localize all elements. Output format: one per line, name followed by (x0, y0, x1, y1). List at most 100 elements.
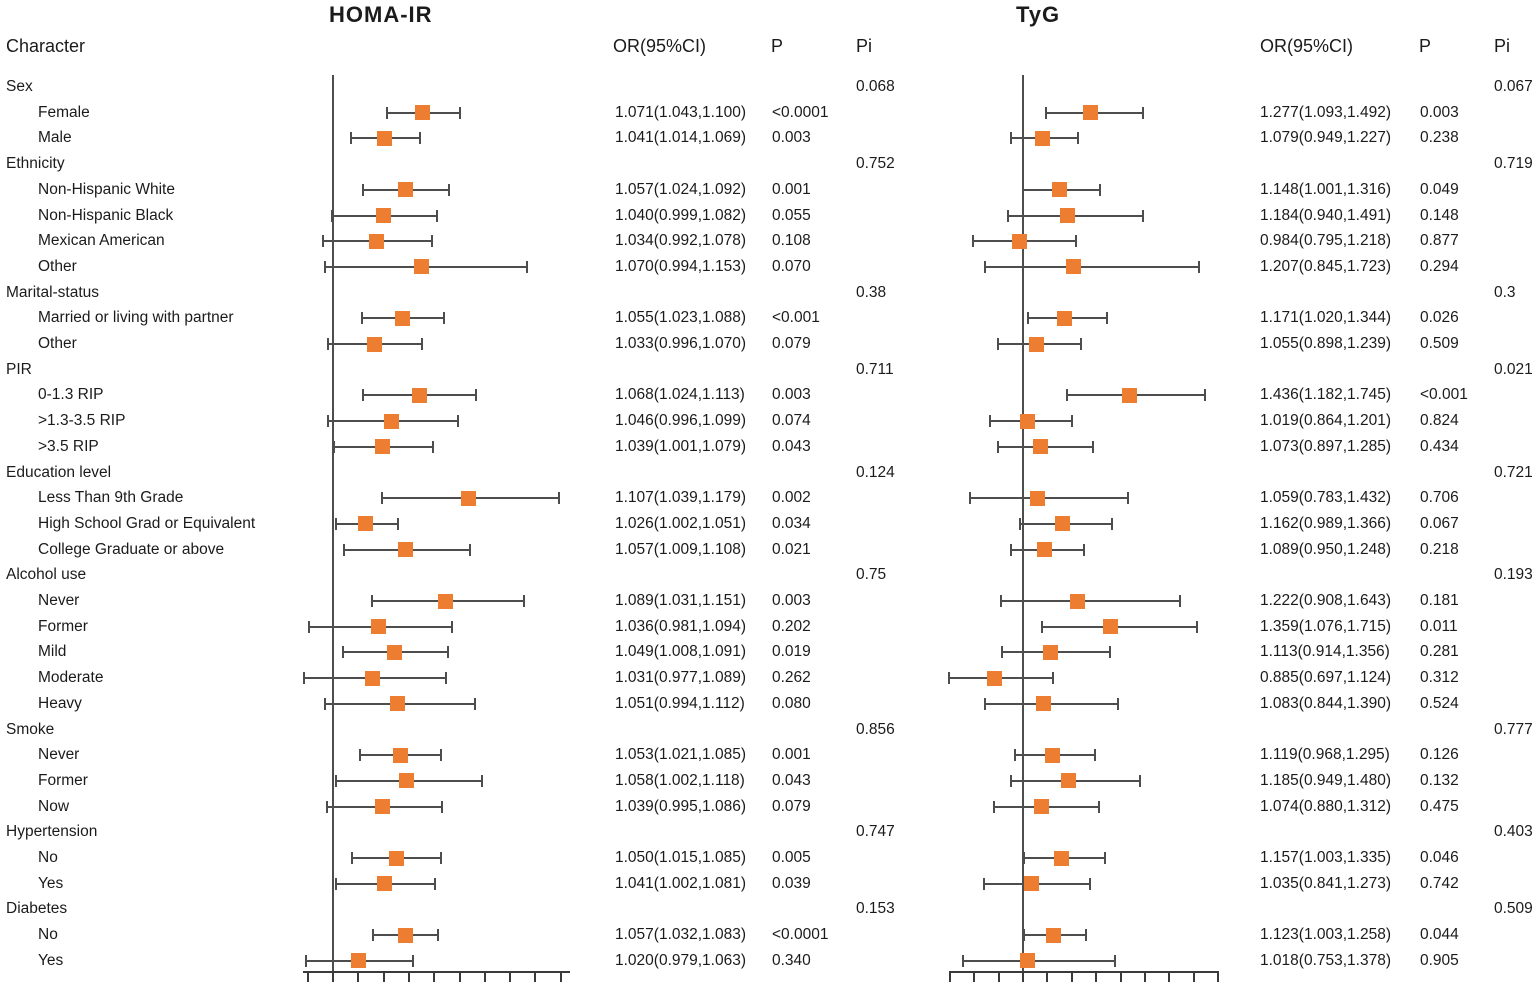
ci-cap-low (361, 312, 364, 325)
or-ci-value: 1.148(1.001,1.316) (1260, 180, 1391, 198)
p-value: 0.181 (1420, 592, 1459, 609)
or-marker (1029, 490, 1045, 506)
row-label: Former (38, 771, 88, 789)
x-axis-tick (1046, 971, 1049, 982)
ci-cap-high (1198, 260, 1201, 273)
ci-cap-low (948, 672, 951, 685)
or-ci-value: 1.055(0.898,1.239) (1260, 335, 1391, 352)
group-label: Hypertension (6, 823, 98, 841)
ci-cap-low (307, 620, 310, 633)
group-label: Smoke (6, 720, 55, 738)
pi-value: 0.403 (1494, 823, 1533, 841)
or-marker (1045, 927, 1061, 943)
ci-cap-low (1009, 543, 1012, 556)
ci-cap-low (326, 415, 329, 428)
ci-cap-high (439, 749, 442, 762)
pi-value: 0.752 (856, 155, 895, 173)
or-ci-value: 1.033(0.996,1.070) (615, 335, 746, 352)
ci-cap-low (997, 338, 1000, 350)
p-value: 0.043 (772, 437, 811, 455)
ci-cap-high (1088, 877, 1091, 890)
or-ci-value: 1.068(1.024,1.113) (615, 386, 745, 404)
pi-value: 0.856 (856, 720, 895, 738)
or-marker (397, 542, 413, 558)
p-value: 0.019 (772, 643, 811, 661)
row-label: >1.3-3.5 RIP (38, 412, 126, 430)
p-value: 0.079 (772, 797, 811, 815)
group-label: Education level (6, 463, 112, 481)
ci-cap-high (1178, 595, 1181, 607)
p-value: 0.003 (772, 386, 811, 404)
or-ci-value: 1.359(1.076,1.715) (1260, 617, 1391, 635)
p-value: 0.003 (1420, 103, 1459, 121)
ci-cap-low (996, 440, 999, 453)
or-marker (987, 670, 1003, 686)
ci-cap-low (999, 595, 1002, 607)
ci-whisker (1000, 600, 1180, 602)
or-ci-value: 0.885(0.697,1.124) (1260, 669, 1391, 687)
or-marker (377, 130, 393, 146)
x-axis-tick (332, 971, 334, 982)
ci-cap-low (1026, 312, 1029, 325)
ci-cap-high (458, 106, 461, 119)
row-label: No (38, 926, 58, 944)
or-marker (377, 876, 393, 892)
ci-cap-low (1001, 646, 1004, 659)
ci-cap-high (1071, 415, 1074, 428)
or-marker (1060, 773, 1076, 789)
or-ci-value: 1.058(1.002,1.118) (615, 771, 745, 789)
ci-whisker (1008, 214, 1143, 217)
or-marker (1020, 413, 1036, 429)
ci-whisker (1041, 625, 1198, 628)
column-header-p-right: P (1419, 36, 1432, 56)
p-value: 0.132 (1420, 771, 1459, 789)
ci-cap-low (1009, 774, 1012, 787)
p-value: 0.524 (1420, 694, 1459, 712)
or-ci-value: 1.019(0.864,1.201) (1260, 412, 1391, 430)
ci-cap-high (474, 389, 477, 402)
ci-cap-low (386, 106, 389, 119)
ci-cap-high (439, 852, 442, 864)
row-label: Never (38, 746, 80, 764)
row-label: Never (38, 592, 80, 609)
row-label: Female (38, 103, 90, 121)
ci-cap-high (448, 183, 451, 196)
ci-cap-low (371, 595, 374, 607)
or-marker (368, 233, 384, 249)
x-axis-tick (1022, 971, 1024, 982)
or-ci-value: 0.984(0.795,1.218) (1260, 232, 1391, 250)
or-ci-value: 1.036(0.981,1.094) (615, 617, 746, 635)
x-axis-tick (1168, 971, 1171, 982)
or-ci-value: 1.020(0.979,1.063) (615, 951, 746, 969)
pi-value: 0.067 (1494, 78, 1533, 95)
or-ci-value: 1.089(0.950,1.248) (1260, 540, 1391, 558)
ci-cap-high (1080, 338, 1083, 350)
group-label: Diabetes (6, 900, 68, 918)
ci-cap-high (1141, 209, 1144, 222)
ci-cap-high (457, 415, 460, 428)
row-label: Less Than 9th Grade (38, 489, 184, 507)
x-axis-tick (973, 971, 976, 982)
row-label: Mexican American (38, 232, 165, 250)
ci-cap-low (969, 492, 972, 505)
x-axis-tick (948, 971, 951, 982)
ci-cap-low (1014, 749, 1017, 762)
ci-cap-high (396, 517, 399, 530)
p-value: 0.044 (1420, 926, 1459, 944)
column-header-p-left: P (771, 36, 784, 56)
row-label: No (38, 849, 58, 866)
p-value: 0.706 (1420, 489, 1459, 507)
pi-value: 0.509 (1494, 900, 1533, 918)
or-ci-value: 1.050(1.015,1.085) (615, 849, 746, 866)
or-ci-value: 1.057(1.009,1.108) (615, 540, 746, 558)
or-marker (358, 516, 374, 532)
ci-cap-low (1044, 106, 1047, 119)
group-label: PIR (6, 360, 32, 378)
or-marker (388, 850, 404, 866)
p-value: 0.202 (772, 617, 811, 635)
or-marker (438, 593, 454, 609)
ci-cap-low (1019, 517, 1022, 530)
x-axis-tick (1144, 971, 1146, 982)
ci-cap-low (961, 954, 964, 967)
